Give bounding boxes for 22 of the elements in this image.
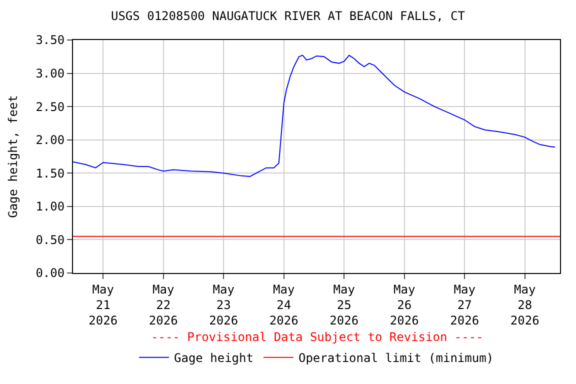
y-tick-label: 2.50 bbox=[36, 100, 65, 114]
x-tick-label: May 23 2026 bbox=[209, 282, 238, 328]
text: ---- Provisional Data Subject to Revision ---- bbox=[151, 330, 484, 344]
y-axis-title: Gage height, feet bbox=[6, 95, 20, 218]
y-tick-label: 1.50 bbox=[36, 166, 65, 180]
x-tick-label: May 27 2026 bbox=[450, 282, 480, 328]
y-tick-label: 1.00 bbox=[36, 200, 65, 214]
y-tick-label: 3.50 bbox=[36, 33, 65, 48]
legend-label: Gage height bbox=[174, 351, 254, 366]
y-tick-label: 0.50 bbox=[36, 232, 65, 247]
legend-label: Operational limit (minimum) bbox=[298, 351, 494, 366]
x-tick-label: May 21 2026 bbox=[88, 282, 118, 328]
x-tick-label: May 26 2026 bbox=[390, 282, 419, 328]
x-tick-label: May 28 2026 bbox=[510, 282, 540, 328]
line-series bbox=[73, 54, 556, 177]
x-tick-label: May 22 2026 bbox=[148, 282, 178, 328]
x-tick-label: May 25 2026 bbox=[330, 282, 359, 328]
chart-title: USGS 01208500 NAUGATUCK RIVER AT BEACON FALLS, CT bbox=[110, 8, 466, 23]
y-tick-label: 2.00 bbox=[36, 133, 65, 148]
y-tick-label: 0.00 bbox=[36, 266, 65, 280]
x-tick-label: May 24 2026 bbox=[269, 282, 298, 328]
y-tick-label: 3.00 bbox=[36, 66, 65, 80]
